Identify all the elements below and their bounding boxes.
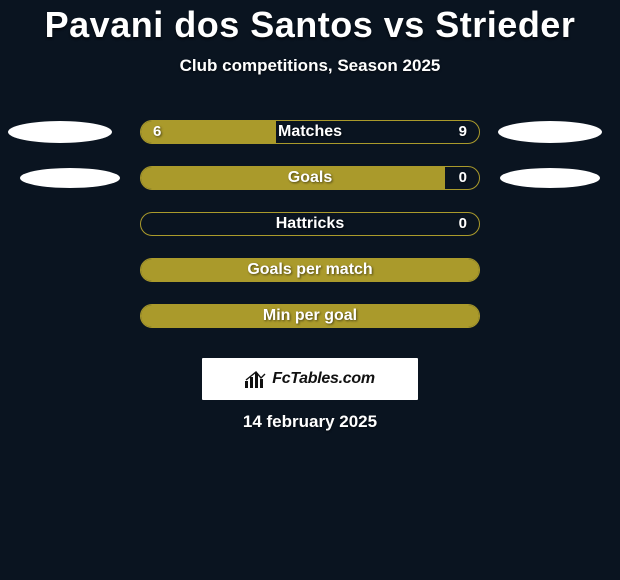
player-right-oval bbox=[500, 168, 600, 188]
stat-bar: Hattricks0 bbox=[140, 212, 480, 236]
stat-bar: Matches6 9 bbox=[140, 120, 480, 144]
stat-bar: Min per goal bbox=[140, 304, 480, 328]
stat-row: Min per goal bbox=[0, 304, 620, 328]
player-left-oval bbox=[8, 121, 112, 143]
source-badge: FcTables.com bbox=[202, 358, 418, 400]
stat-rows: Matches69Goals0Hattricks0Goals per match… bbox=[0, 120, 620, 328]
stat-value-right: 9 bbox=[459, 121, 467, 143]
page-subtitle: Club competitions, Season 2025 bbox=[0, 56, 620, 76]
stat-value-left: 6 bbox=[153, 121, 161, 143]
stat-value-right: 0 bbox=[459, 167, 467, 189]
player-left-oval bbox=[20, 168, 120, 188]
stat-row: Goals0 bbox=[0, 166, 620, 190]
source-badge-text: FcTables.com bbox=[272, 370, 375, 388]
player-right-oval bbox=[498, 121, 602, 143]
stat-bar-label: Hattricks bbox=[141, 213, 479, 235]
stat-row: Goals per match bbox=[0, 258, 620, 282]
stat-value-right: 0 bbox=[459, 213, 467, 235]
stat-row: Matches6 9 bbox=[0, 120, 620, 144]
stat-bar-label: Matches bbox=[141, 121, 479, 143]
comparison-infographic: Pavani dos Santos vs Strieder Club compe… bbox=[0, 4, 620, 580]
bars-icon bbox=[245, 370, 267, 388]
stat-row: Hattricks0 bbox=[0, 212, 620, 236]
stat-bar: Goals per match bbox=[140, 258, 480, 282]
stat-bar-label: Min per goal bbox=[141, 305, 479, 327]
page-title: Pavani dos Santos vs Strieder bbox=[0, 4, 620, 46]
stat-bar: Goals0 bbox=[140, 166, 480, 190]
stat-bar-label: Goals per match bbox=[141, 259, 479, 281]
date-label: 14 february 2025 bbox=[0, 412, 620, 432]
stat-bar-label: Goals bbox=[141, 167, 479, 189]
